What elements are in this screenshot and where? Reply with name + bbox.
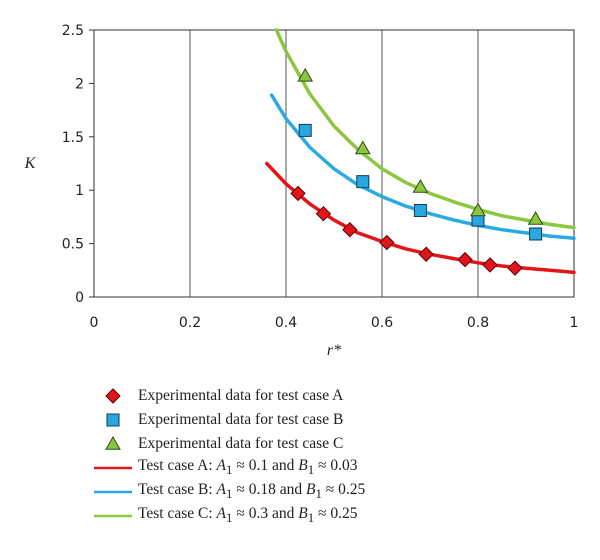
- x-tick-label: 0.6: [371, 315, 393, 331]
- legend-marker-diamond: [92, 386, 134, 406]
- data-point-triangle: [470, 202, 486, 217]
- data-point-triangle: [527, 211, 544, 225]
- data-point-square: [356, 175, 370, 189]
- x-tick-label: 0.2: [179, 315, 201, 331]
- x-tick-label: 0.4: [275, 315, 297, 331]
- data-point-diamond: [290, 185, 306, 202]
- legend-marker: [106, 413, 120, 427]
- legend-label: Test case A: A1 ≈ 0.1 and B1 ≈ 0.03: [138, 457, 358, 478]
- data-point-diamond: [457, 251, 473, 268]
- data-point-diamond: [482, 257, 498, 273]
- data-point-triangle: [297, 67, 314, 82]
- x-axis-label: r*: [327, 342, 341, 359]
- model-curve: [274, 28, 576, 230]
- plot-frame: [93, 29, 575, 298]
- x-tick-label: 0.8: [467, 315, 489, 331]
- legend-item: Test case C: A1 ≈ 0.3 and B1 ≈ 0.25: [92, 504, 365, 528]
- legend-item: Test case A: A1 ≈ 0.1 and B1 ≈ 0.03: [92, 456, 365, 480]
- grid: [189, 30, 479, 297]
- data-point-square: [413, 203, 427, 217]
- legend: Experimental data for test case A Experim…: [92, 384, 365, 528]
- y-tick-label: 1: [75, 183, 84, 199]
- legend-line-swatch: [92, 506, 134, 526]
- legend-marker: [105, 388, 121, 404]
- data-point-triangle: [412, 178, 429, 193]
- y-tick-label: 0.5: [62, 237, 84, 253]
- legend-item: Experimental data for test case C: [92, 432, 365, 456]
- data-point-diamond: [342, 222, 358, 238]
- y-tick-label: 2: [75, 76, 84, 92]
- data-point-square: [529, 227, 543, 241]
- data-point-diamond: [379, 234, 395, 251]
- y-tick-label: 1.5: [62, 130, 84, 146]
- data-point-square: [298, 123, 312, 137]
- data-point-triangle: [354, 140, 371, 155]
- data-point-diamond: [315, 205, 332, 222]
- axis-ticks: 0 0.2 0.4 0.6 0.8 1 0 0.5 1 1.5 2 2.5: [62, 23, 579, 331]
- data-point-diamond: [507, 260, 523, 276]
- x-tick-label: 1: [570, 315, 579, 331]
- series-lines: [265, 28, 576, 275]
- legend-line-swatch: [92, 458, 134, 478]
- legend-label: Experimental data for test case C: [138, 435, 344, 452]
- x-tick-label: 0: [90, 315, 99, 331]
- legend-marker-triangle: [92, 434, 134, 454]
- y-tick-label: 2.5: [62, 23, 84, 39]
- legend-label: Experimental data for test case B: [138, 411, 344, 428]
- data-point-diamond: [418, 246, 434, 262]
- legend-label: Test case C: A1 ≈ 0.3 and B1 ≈ 0.25: [138, 505, 358, 526]
- legend-label: Test case B: A1 ≈ 0.18 and B1 ≈ 0.25: [138, 481, 366, 502]
- chart: 0 0.2 0.4 0.6 0.8 1 0 0.5 1 1.5 2 2.5 K r*: [24, 23, 579, 359]
- legend-line-swatch: [92, 482, 134, 502]
- legend-marker-square: [92, 410, 134, 430]
- legend-item: Experimental data for test case B: [92, 408, 365, 432]
- legend-label: Experimental data for test case A: [138, 387, 344, 404]
- legend-marker: [105, 435, 121, 450]
- series-markers: [290, 67, 544, 276]
- legend-item: Test case B: A1 ≈ 0.18 and B1 ≈ 0.25: [92, 480, 365, 504]
- y-tick-label: 0: [75, 290, 84, 306]
- legend-item: Experimental data for test case A: [92, 384, 365, 408]
- y-axis-label: K: [24, 155, 37, 172]
